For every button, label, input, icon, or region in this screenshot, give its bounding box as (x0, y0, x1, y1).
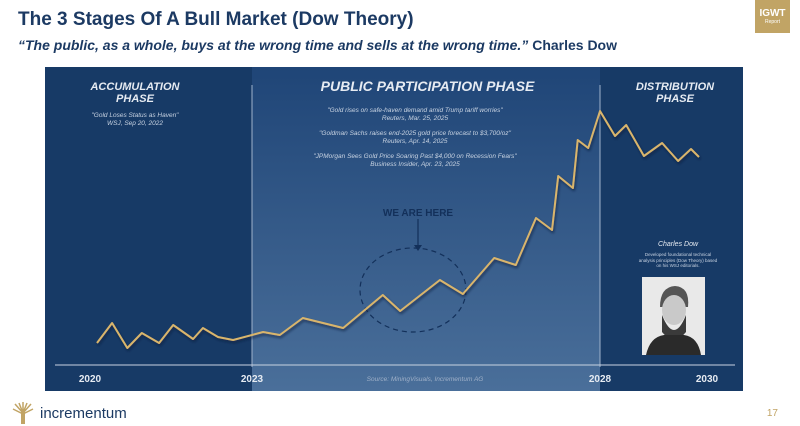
quote-source: Business Insider, Apr. 23, 2025 (370, 161, 460, 168)
chart: WE ARE HERE 2020 2023 2028 2030 Source: Min… (45, 67, 743, 391)
quote-source: Reuters, Apr. 14, 2025 (382, 138, 448, 145)
tree-logo-icon (12, 402, 34, 424)
quote-text: "Gold Loses Status as Haven" (91, 112, 179, 119)
arrow-down-icon (414, 245, 422, 251)
we-are-here-label: WE ARE HERE (383, 208, 454, 219)
distribution-phase-label: DISTRIBUTION PHASE (635, 81, 715, 105)
quote-text: "Gold rises on safe-haven demand amid Tr… (327, 107, 503, 114)
participation-phase-label: PUBLIC PARTICIPATION PHASE (320, 78, 535, 94)
quote-text: "Goldman Sachs raises end-2025 gold pric… (319, 130, 511, 137)
quote-text: "JPMorgan Sees Gold Price Soaring Past $… (313, 153, 517, 160)
charles-dow-portrait (642, 277, 705, 355)
badge-title: IGWT (759, 8, 786, 19)
x-tick-label: 2030 (696, 374, 719, 385)
x-tick-label: 2028 (589, 374, 612, 385)
igwt-report-badge: IGWT Report (755, 0, 790, 33)
participation-region (252, 67, 600, 391)
chart-panel: WE ARE HERE 2020 2023 2028 2030 Source: Min… (45, 67, 743, 391)
portrait-caption: Developed foundational technical analysi… (638, 252, 718, 268)
price-line (96, 110, 700, 349)
page-number: 17 (766, 408, 778, 419)
subtitle: “The public, as a whole, buys at the wro… (18, 37, 617, 53)
accumulation-phase-label: ACCUMULATION PHASE (90, 81, 180, 105)
dow-quote: “The public, as a whole, buys at the wro… (18, 37, 529, 53)
portrait-name: Charles Dow (657, 241, 699, 248)
source-note: Source: MiningVisuals, Incrementum AG (367, 376, 484, 383)
quote-source: Reuters, Mar. 25, 2025 (381, 115, 449, 122)
brand-name: incrementum (40, 404, 127, 422)
x-tick-label: 2023 (241, 374, 264, 385)
page-title: The 3 Stages Of A Bull Market (Dow Theor… (18, 9, 414, 30)
incrementum-logo: incrementum (12, 402, 127, 424)
badge-sub: Report (764, 19, 780, 25)
quote-author: Charles Dow (532, 37, 618, 53)
x-tick-label: 2020 (79, 374, 102, 385)
quote-source: WSJ, Sep 20, 2022 (106, 120, 163, 127)
